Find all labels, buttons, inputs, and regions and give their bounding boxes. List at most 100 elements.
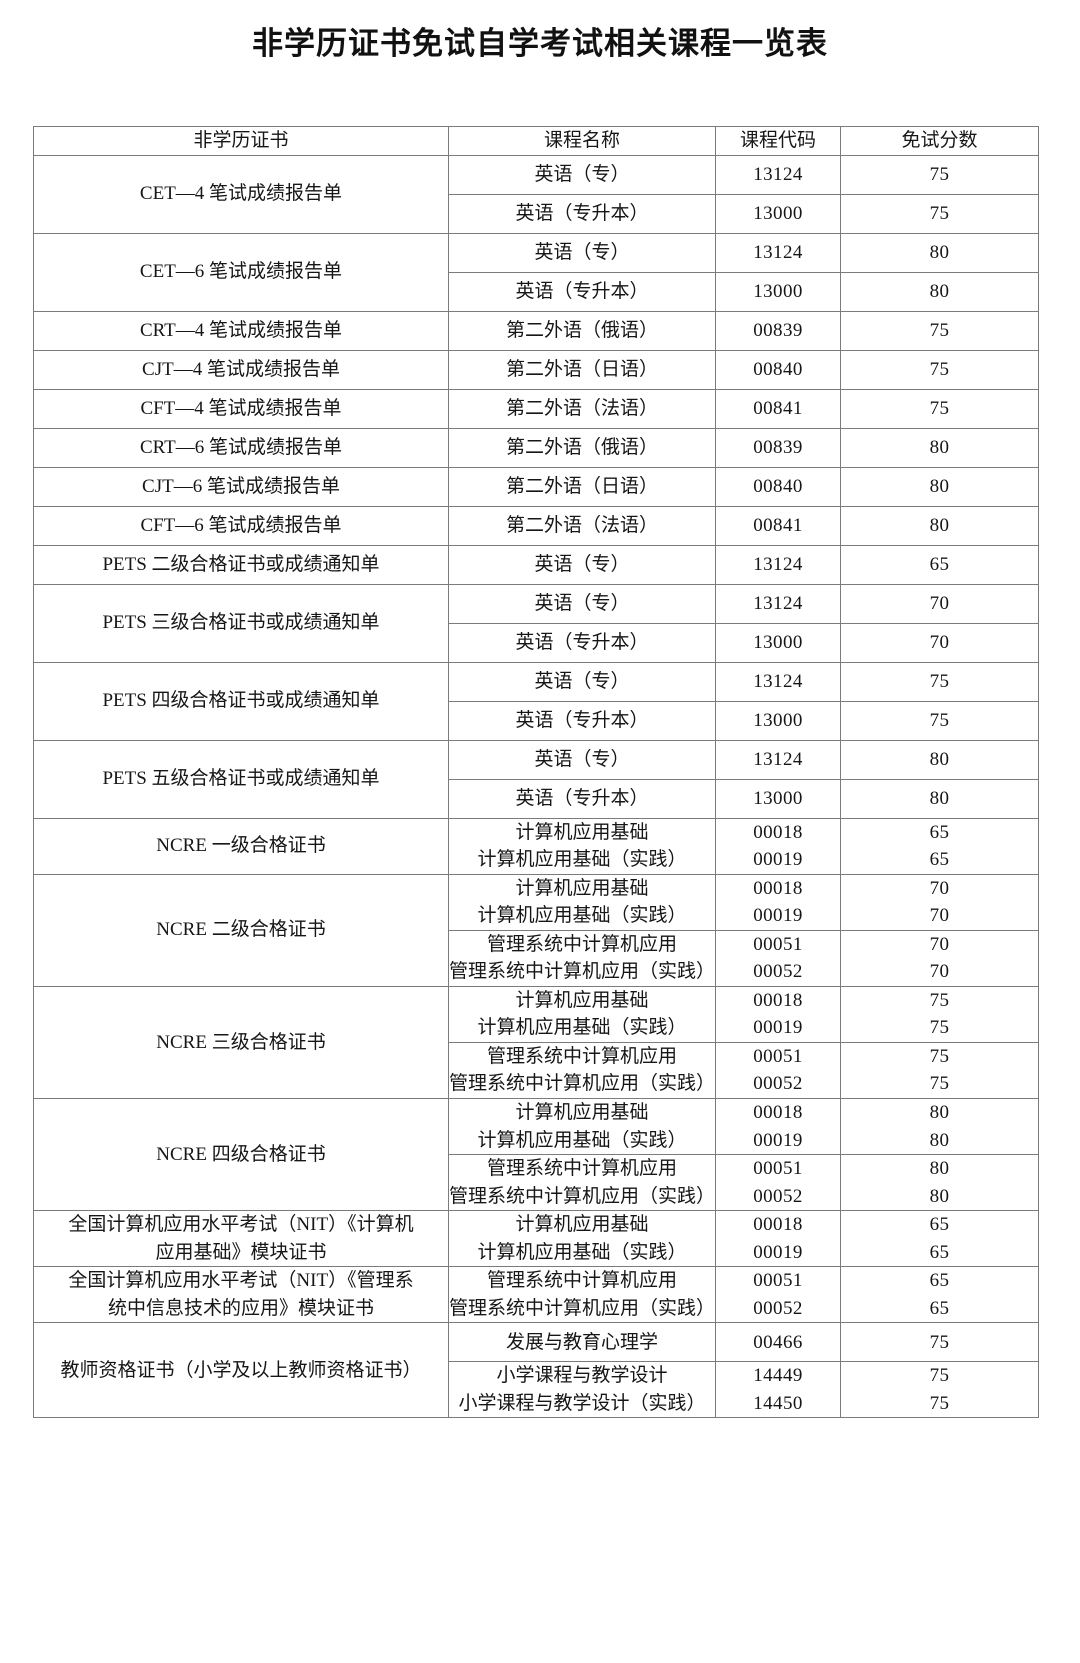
cell-course-code: 00018 00019 xyxy=(715,1098,841,1156)
cell-course-name-line: 管理系统中计算机应用 xyxy=(486,1158,677,1180)
cell-course-name-line: 计算机应用基础 xyxy=(515,1214,649,1236)
cell-certificate: CRT—6 笔试成绩报告单 xyxy=(33,427,449,468)
table-row: CET—6 笔试成绩报告单 英语（专） 13124 80 xyxy=(33,232,1039,312)
table-row: 全国计算机应用水平考试（NIT）《管理系 统中信息技术的应用》模块证书 管理系统中计… xyxy=(33,1266,1039,1324)
cell-course-name: 英语（专升本） xyxy=(448,271,716,312)
cell-exemption-score: 80 80 xyxy=(840,1154,1039,1212)
cell-exemption-score-line: 80 xyxy=(929,1158,950,1180)
cell-certificate: PETS 二级合格证书或成绩通知单 xyxy=(33,544,449,585)
cell-exemption-score: 75 xyxy=(840,193,1039,234)
cell-exemption-score: 65 65 xyxy=(840,1266,1039,1324)
cell-certificate-line: 应用基础》模块证书 xyxy=(155,1241,327,1263)
table-row: CRT—6 笔试成绩报告单 第二外语（俄语） 00839 80 xyxy=(33,427,1039,468)
table-row: 管理系统中计算机应用 管理系统中计算机应用（实践） 00051 00052 70 70 xyxy=(34,929,1039,987)
cell-course-code: 00840 xyxy=(715,349,841,390)
cell-course-code: 00839 xyxy=(715,310,841,351)
table-row: 管理系统中计算机应用管理系统中计算机应用（实践） 00051 00052 80 80 xyxy=(34,1154,1039,1212)
cell-course-name: 英语（专升本） xyxy=(448,778,716,819)
cell-course-code-line: 00052 xyxy=(753,1073,803,1095)
cell-course-name-line: 管理系统中计算机应用（实践） xyxy=(449,1185,716,1207)
cell-exemption-score: 75 xyxy=(840,310,1039,351)
cell-course-name: 发展与教育心理学 xyxy=(448,1322,716,1363)
cell-exemption-score-line: 70 xyxy=(929,877,950,899)
table-row: CRT—4 笔试成绩报告单 第二外语（俄语） 00839 75 xyxy=(33,310,1039,351)
cell-certificate: CET—6 笔试成绩报告单 xyxy=(33,232,449,312)
cell-exemption-score: 75 75 xyxy=(840,1041,1039,1100)
cell-course-code-line: 00019 xyxy=(753,905,803,927)
table-row: 小学课程与教学设计 小学课程与教学设计（实践） 14449 14450 75 75 xyxy=(34,1361,1039,1419)
cell-exemption-score: 70 70 xyxy=(840,929,1039,987)
cell-course-name: 第二外语（法语） xyxy=(448,388,716,429)
cell-course-name-line: 计算机应用基础 xyxy=(515,1102,649,1124)
cell-exemption-score: 70 70 xyxy=(840,873,1039,931)
cell-course-code-line: 14450 xyxy=(753,1392,803,1414)
cell-exemption-score-line: 65 xyxy=(929,1270,950,1292)
table-row: PETS 五级合格证书或成绩通知单 英语（专） 13124 80 xyxy=(33,739,1039,819)
cell-certificate: NCRE 二级合格证书 xyxy=(33,873,449,987)
table-row: 全国计算机应用水平考试（NIT）《计算机 应用基础》模块证书 计算机应用基础 计算机应… xyxy=(33,1210,1039,1268)
table-row: CFT—4 笔试成绩报告单 第二外语（法语） 00841 75 xyxy=(33,388,1039,429)
cell-course-name: 管理系统中计算机应用 管理系统中计算机应用（实践） xyxy=(448,1266,716,1324)
cell-course-name-line: 管理系统中计算机应用（实践） xyxy=(449,961,716,983)
cell-course-name: 英语（专） xyxy=(448,232,716,273)
cell-exemption-score-line: 70 xyxy=(929,905,950,927)
cell-course-code: 00466 xyxy=(715,1322,841,1363)
cell-certificate-line: 统中信息技术的应用》模块证书 xyxy=(107,1297,374,1319)
cell-certificate-line: 全国计算机应用水平考试（NIT）《管理系 xyxy=(68,1270,414,1292)
table-row: CFT—6 笔试成绩报告单 第二外语（法语） 00841 80 xyxy=(33,505,1039,546)
table-row: 英语（专升本） 13000 75 xyxy=(34,193,1039,234)
cell-course-name-line: 计算机应用基础（实践） xyxy=(477,1017,687,1039)
cell-course-code-line: 00019 xyxy=(753,849,803,871)
cell-course-code-line: 00019 xyxy=(753,1017,803,1039)
cell-course-name: 第二外语（日语） xyxy=(448,349,716,390)
table-row: 教师资格证书（小学及以上教师资格证书） 发展与教育心理学 00466 75 xyxy=(33,1322,1039,1419)
cell-course-name: 计算机应用基础计算机应用基础（实践） xyxy=(448,985,716,1043)
cell-course-name: 第二外语（法语） xyxy=(448,505,716,546)
cell-exemption-score-line: 75 xyxy=(929,1392,950,1414)
cell-course-name-line: 计算机应用基础（实践） xyxy=(477,849,687,871)
cell-course-name: 英语（专） xyxy=(448,661,716,702)
cell-course-code-line: 00019 xyxy=(753,1241,803,1263)
cell-exemption-score-line: 75 xyxy=(929,1045,950,1067)
cell-course-code-line: 00052 xyxy=(753,1185,803,1207)
cell-course-name-line: 计算机应用基础 xyxy=(515,989,649,1011)
table-row: NCRE 三级合格证书 计算机应用基础 计算机应用基础（实践） 00018 00019 7… xyxy=(33,985,1039,1100)
cell-course-name: 第二外语（俄语） xyxy=(448,310,716,351)
cell-course-code-line: 00052 xyxy=(753,961,803,983)
cell-course-name: 英语（专） xyxy=(448,583,716,624)
cell-certificate: NCRE 三级合格证书 xyxy=(33,985,449,1100)
exemption-course-table: 非学历证书 课程名称 课程代码 免试分数 CET—4 笔试成绩报告单 英语（专） 1… xyxy=(33,126,1039,1419)
table-body: CET—4 笔试成绩报告单 英语（专） 13124 75 英语（专升本） 13000 75 C… xyxy=(33,154,1039,1419)
cell-certificate: CFT—4 笔试成绩报告单 xyxy=(33,388,449,429)
cell-course-name: 管理系统中计算机应用 管理系统中计算机应用（实践） xyxy=(448,1041,716,1100)
cell-course-code: 00840 xyxy=(715,466,841,507)
cell-exemption-score: 75 75 xyxy=(840,985,1039,1043)
cell-exemption-score-line: 65 xyxy=(929,1297,950,1319)
cell-course-name-line: 计算机应用基础（实践） xyxy=(477,1129,687,1151)
cell-exemption-score: 80 xyxy=(840,739,1039,780)
cell-course-code: 00051 00052 xyxy=(715,1266,841,1324)
cell-exemption-score-line: 65 xyxy=(929,821,950,843)
table-row: 英语（专升本） 13000 80 xyxy=(34,778,1039,819)
cell-course-name-line: 计算机应用基础 xyxy=(515,877,649,899)
column-header-course-name: 课程名称 xyxy=(448,126,716,156)
cell-course-code: 00018 00019 xyxy=(715,873,841,931)
cell-course-name-line: 管理系统中计算机应用 xyxy=(486,1045,677,1067)
cell-course-code-line: 00051 xyxy=(753,1158,803,1180)
cell-exemption-score: 80 xyxy=(840,505,1039,546)
cell-course-name-line: 管理系统中计算机应用 xyxy=(486,933,677,955)
cell-exemption-score: 75 xyxy=(840,661,1039,702)
cell-course-name: 小学课程与教学设计 小学课程与教学设计（实践） xyxy=(448,1361,716,1419)
cell-course-name: 计算机应用基础计算机应用基础（实践） xyxy=(448,1210,716,1268)
cell-course-name: 第二外语（俄语） xyxy=(448,427,716,468)
cell-course-code-line: 00019 xyxy=(753,1129,803,1151)
cell-course-name-line: 计算机应用基础（实践） xyxy=(477,1241,687,1263)
cell-exemption-score: 75 xyxy=(840,700,1039,741)
cell-course-code: 00051 00052 xyxy=(715,1154,841,1212)
cell-course-code: 00018 00019 xyxy=(715,817,841,875)
cell-course-code: 00051 00052 xyxy=(715,1041,841,1100)
exemption-course-table-wrapper: 非学历证书 课程名称 课程代码 免试分数 CET—4 笔试成绩报告单 英语（专） 1… xyxy=(33,126,1039,1419)
cell-course-code: 00841 xyxy=(715,388,841,429)
cell-exemption-score: 70 xyxy=(840,622,1039,663)
